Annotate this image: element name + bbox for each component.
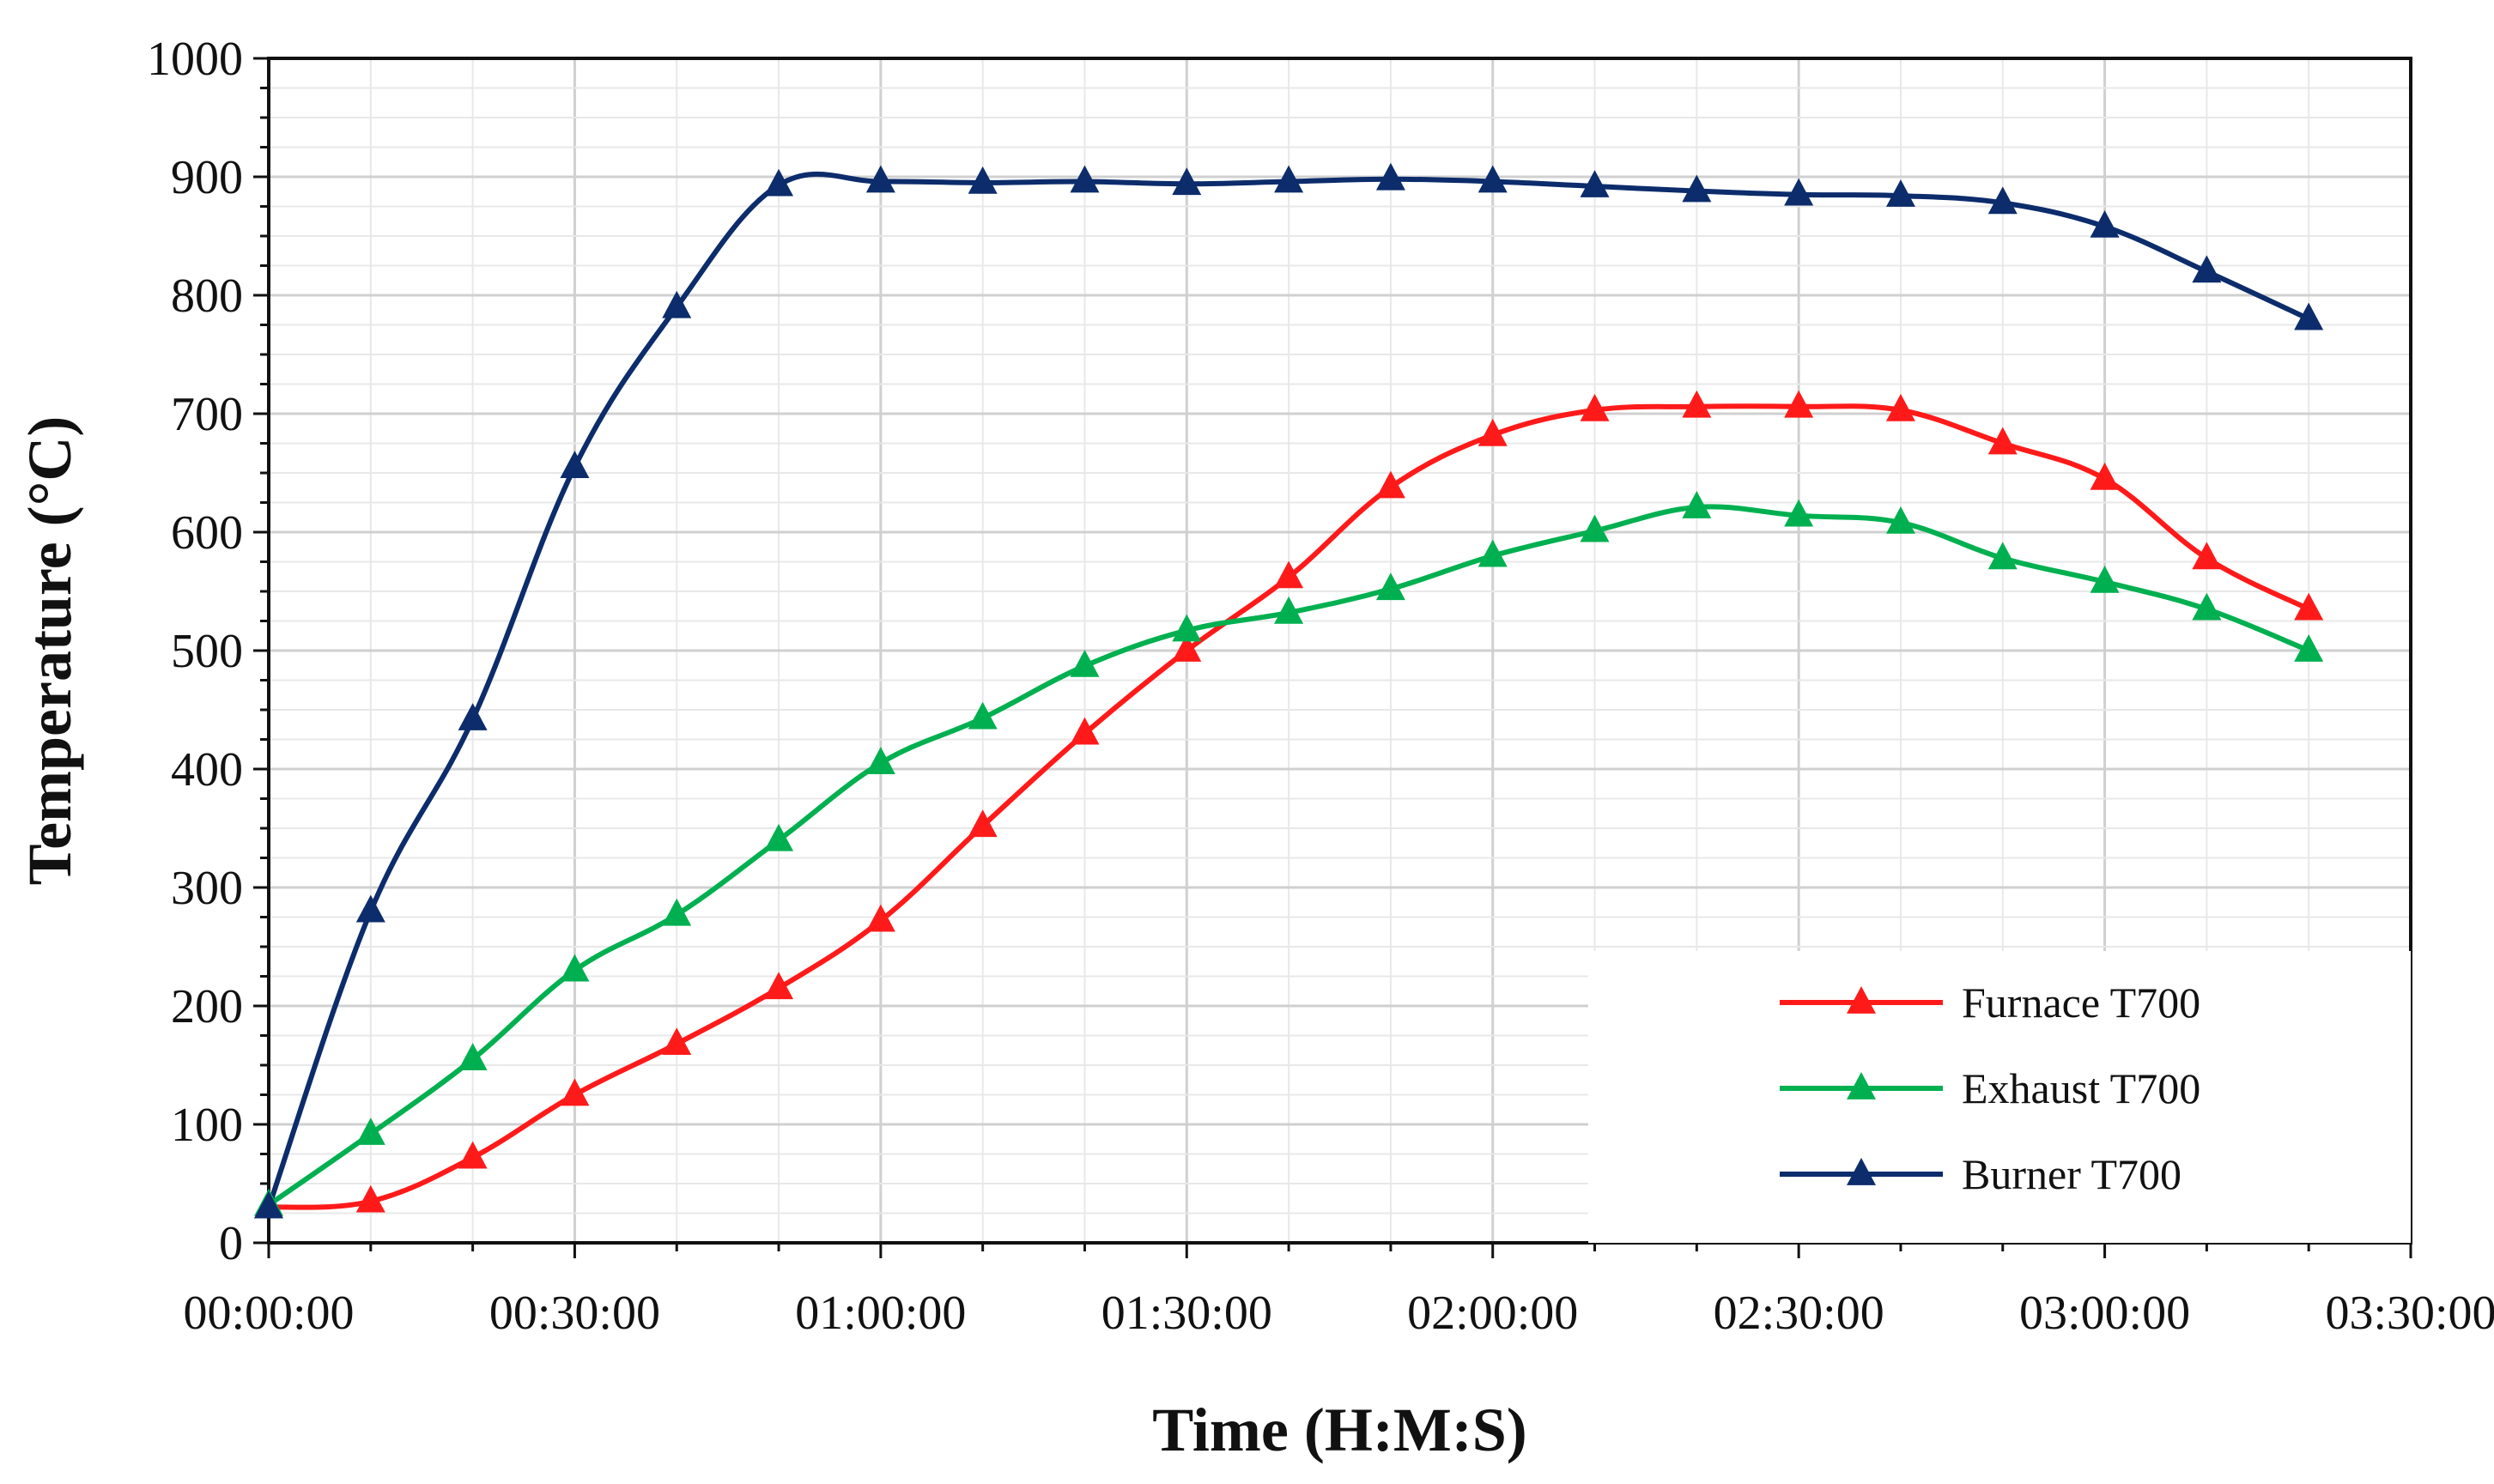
data-point-burner-t700 <box>1580 170 1610 197</box>
data-point-exhaust-t700 <box>2294 634 2324 662</box>
data-point-exhaust-t700 <box>1682 491 1712 518</box>
data-point-burner-t700 <box>662 290 692 318</box>
data-point-exhaust-t700 <box>764 823 794 851</box>
x-tick-label: 02:00:00 <box>1407 1287 1578 1340</box>
y-tick-label: 300 <box>171 862 243 915</box>
data-point-burner-t700 <box>254 1190 283 1219</box>
x-tick-label: 03:30:00 <box>2325 1287 2494 1340</box>
data-point-burner-t700 <box>560 451 590 478</box>
data-point-furnace-t700 <box>1070 717 1100 745</box>
x-tick-label: 00:30:00 <box>489 1287 660 1340</box>
legend: Furnace T700 Exhaust T700 Burner T700 <box>1588 951 2411 1243</box>
data-point-burner-t700 <box>1784 178 1814 206</box>
x-tick-label: 02:30:00 <box>1714 1287 1884 1340</box>
x-tick-label: 01:30:00 <box>1101 1287 1272 1340</box>
data-point-exhaust-t700 <box>865 747 895 774</box>
y-tick-label: 800 <box>171 270 243 323</box>
x-tick-label: 00:00:00 <box>183 1287 354 1340</box>
data-point-furnace-t700 <box>1580 393 1610 421</box>
data-point-furnace-t700 <box>865 904 895 932</box>
data-point-furnace-t700 <box>1274 560 1304 589</box>
data-point-burner-t700 <box>2192 255 2222 283</box>
data-point-exhaust-t700 <box>1375 572 1405 601</box>
data-point-burner-t700 <box>1987 186 2018 215</box>
data-point-burner-t700 <box>968 166 998 194</box>
data-point-furnace-t700 <box>1478 418 1508 446</box>
data-point-burner-t700 <box>1885 179 1915 207</box>
y-tick-label: 200 <box>171 980 243 1033</box>
data-point-burner-t700 <box>458 703 488 730</box>
data-point-burner-t700 <box>1375 162 1405 191</box>
data-point-furnace-t700 <box>355 1184 385 1213</box>
y-tick-label: 0 <box>219 1217 243 1270</box>
data-point-furnace-t700 <box>2192 542 2222 570</box>
data-point-burner-t700 <box>1682 174 1712 203</box>
data-point-exhaust-t700 <box>662 898 692 926</box>
data-point-burner-t700 <box>1478 165 1508 193</box>
data-point-exhaust-t700 <box>1885 506 1915 534</box>
data-point-furnace-t700 <box>968 809 998 838</box>
data-point-exhaust-t700 <box>1580 514 1610 542</box>
data-point-exhaust-t700 <box>968 701 998 730</box>
data-point-burner-t700 <box>1274 165 1304 193</box>
data-point-furnace-t700 <box>458 1141 488 1169</box>
data-point-exhaust-t700 <box>1478 539 1508 567</box>
data-point-burner-t700 <box>1070 165 1100 193</box>
data-point-furnace-t700 <box>2294 592 2324 621</box>
data-point-furnace-t700 <box>662 1027 692 1056</box>
x-axis-title: Time (H:M:S) <box>1152 1396 1527 1464</box>
legend-label: Burner T700 <box>1962 1150 2181 1198</box>
y-tick-label: 100 <box>171 1099 243 1152</box>
data-point-burner-t700 <box>2090 209 2120 238</box>
data-point-furnace-t700 <box>764 972 794 1000</box>
data-point-burner-t700 <box>764 168 794 197</box>
data-point-furnace-t700 <box>1375 470 1405 499</box>
data-point-burner-t700 <box>355 894 385 923</box>
data-point-burner-t700 <box>2294 302 2324 330</box>
y-tick-label: 500 <box>171 625 243 678</box>
data-point-exhaust-t700 <box>355 1118 385 1145</box>
data-point-furnace-t700 <box>1987 427 2018 455</box>
data-point-exhaust-t700 <box>1784 499 1814 527</box>
legend-marker-burner-t700 <box>1847 1158 1876 1185</box>
data-point-furnace-t700 <box>1172 634 1202 662</box>
legend-label: Furnace T700 <box>1962 978 2200 1027</box>
data-point-burner-t700 <box>865 165 895 193</box>
x-tick-label: 03:00:00 <box>2019 1287 2190 1340</box>
y-tick-label: 1000 <box>147 33 243 86</box>
y-tick-label: 700 <box>171 388 243 441</box>
axis-ticks: 0 100 200 300 400 500 600 700 800 900 1000 00:00:00… <box>147 33 2494 1340</box>
data-point-furnace-t700 <box>1885 393 1915 421</box>
data-point-furnace-t700 <box>1784 390 1814 418</box>
data-point-furnace-t700 <box>560 1078 590 1106</box>
y-tick-label: 400 <box>171 743 243 797</box>
legend-label: Exhaust T700 <box>1962 1064 2200 1112</box>
data-point-furnace-t700 <box>1682 390 1712 418</box>
data-point-exhaust-t700 <box>1070 649 1100 677</box>
series-line-exhaust-t700 <box>267 504 2310 1208</box>
series-markers <box>254 162 2324 1219</box>
data-point-exhaust-t700 <box>1172 614 1202 642</box>
data-point-exhaust-t700 <box>2192 592 2222 621</box>
y-tick-label: 600 <box>171 506 243 560</box>
data-point-exhaust-t700 <box>1274 596 1304 624</box>
data-point-exhaust-t700 <box>1987 542 2018 570</box>
y-tick-label: 900 <box>171 151 243 204</box>
legend-background <box>1588 951 2411 1243</box>
data-point-burner-t700 <box>1172 167 1202 196</box>
data-point-furnace-t700 <box>2090 462 2120 490</box>
x-tick-label: 01:00:00 <box>795 1287 966 1340</box>
legend-marker-exhaust-t700 <box>1847 1072 1876 1099</box>
legend-marker-furnace-t700 <box>1847 986 1876 1014</box>
data-point-exhaust-t700 <box>458 1043 488 1070</box>
data-point-exhaust-t700 <box>2090 565 2120 593</box>
data-point-exhaust-t700 <box>560 954 590 982</box>
y-axis-title: Temperature (°C) <box>15 416 84 886</box>
